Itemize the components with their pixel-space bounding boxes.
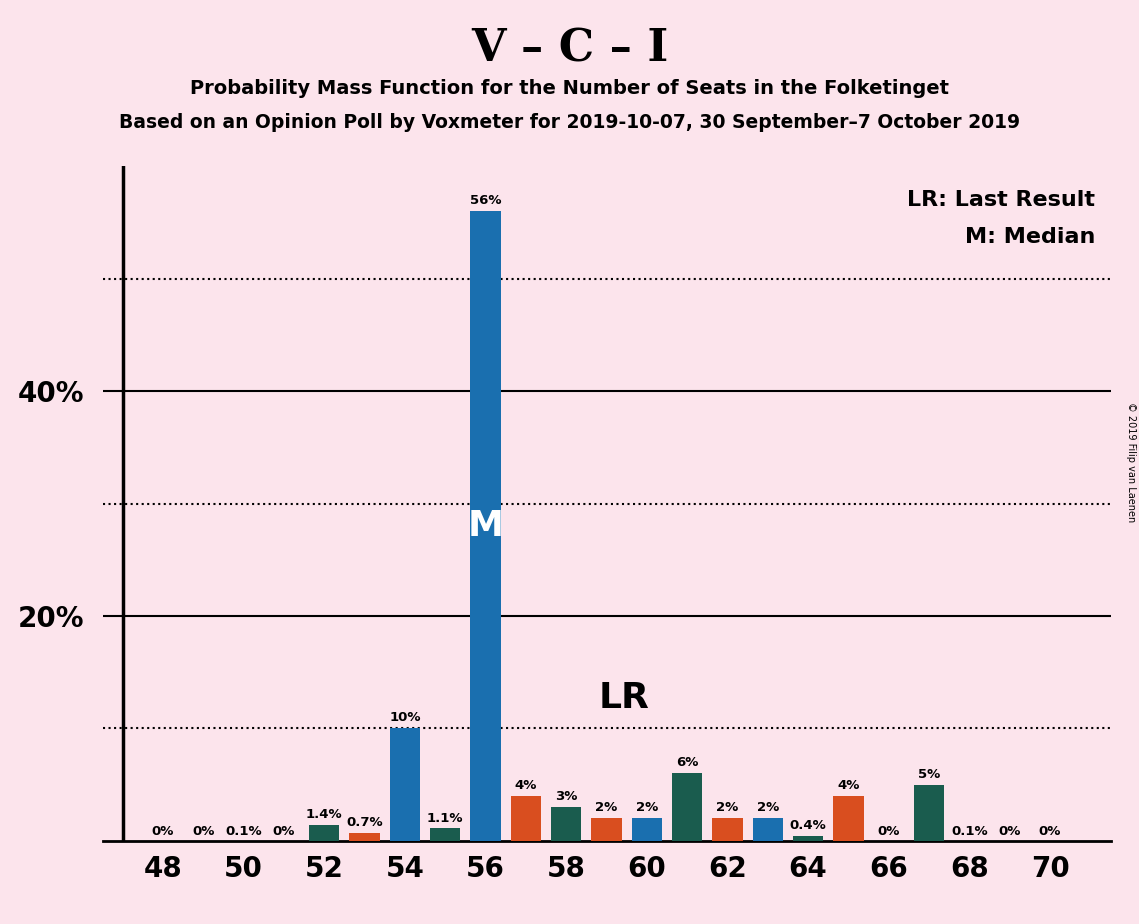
Text: 10%: 10% bbox=[390, 711, 420, 724]
Bar bbox=[793, 836, 823, 841]
Bar bbox=[309, 825, 339, 841]
Bar bbox=[712, 819, 743, 841]
Bar bbox=[591, 819, 622, 841]
Text: 56%: 56% bbox=[469, 194, 501, 207]
Text: 0%: 0% bbox=[151, 825, 174, 838]
Text: LR: Last Result: LR: Last Result bbox=[908, 190, 1096, 210]
Text: M: Median: M: Median bbox=[965, 227, 1096, 247]
Text: V – C – I: V – C – I bbox=[470, 28, 669, 71]
Text: Based on an Opinion Poll by Voxmeter for 2019-10-07, 30 September–7 October 2019: Based on an Opinion Poll by Voxmeter for… bbox=[118, 113, 1021, 132]
Text: 0%: 0% bbox=[999, 825, 1021, 838]
Text: 1.1%: 1.1% bbox=[427, 811, 464, 824]
Text: 2%: 2% bbox=[716, 801, 738, 814]
Bar bbox=[913, 784, 944, 841]
Text: 0%: 0% bbox=[1039, 825, 1062, 838]
Text: 1.4%: 1.4% bbox=[306, 808, 343, 821]
Text: 2%: 2% bbox=[756, 801, 779, 814]
Text: 0%: 0% bbox=[192, 825, 214, 838]
Text: 3%: 3% bbox=[555, 790, 577, 803]
Bar bbox=[753, 819, 782, 841]
Text: 5%: 5% bbox=[918, 768, 940, 781]
Bar bbox=[470, 212, 501, 841]
Text: M: M bbox=[467, 509, 503, 543]
Text: 0%: 0% bbox=[272, 825, 295, 838]
Bar bbox=[390, 728, 420, 841]
Bar bbox=[834, 796, 863, 841]
Text: 0.1%: 0.1% bbox=[951, 825, 988, 838]
Bar bbox=[632, 819, 662, 841]
Text: 0.4%: 0.4% bbox=[789, 820, 827, 833]
Bar bbox=[431, 829, 460, 841]
Bar bbox=[672, 773, 703, 841]
Bar bbox=[350, 833, 379, 841]
Bar bbox=[510, 796, 541, 841]
Text: 0%: 0% bbox=[877, 825, 900, 838]
Bar bbox=[551, 808, 581, 841]
Text: 4%: 4% bbox=[515, 779, 538, 792]
Text: 6%: 6% bbox=[675, 757, 698, 770]
Text: 2%: 2% bbox=[596, 801, 617, 814]
Text: © 2019 Filip van Laenen: © 2019 Filip van Laenen bbox=[1125, 402, 1136, 522]
Text: 4%: 4% bbox=[837, 779, 860, 792]
Text: Probability Mass Function for the Number of Seats in the Folketinget: Probability Mass Function for the Number… bbox=[190, 79, 949, 98]
Text: 0.1%: 0.1% bbox=[226, 825, 262, 838]
Text: LR: LR bbox=[598, 681, 649, 715]
Text: 2%: 2% bbox=[636, 801, 658, 814]
Text: 0.7%: 0.7% bbox=[346, 816, 383, 829]
